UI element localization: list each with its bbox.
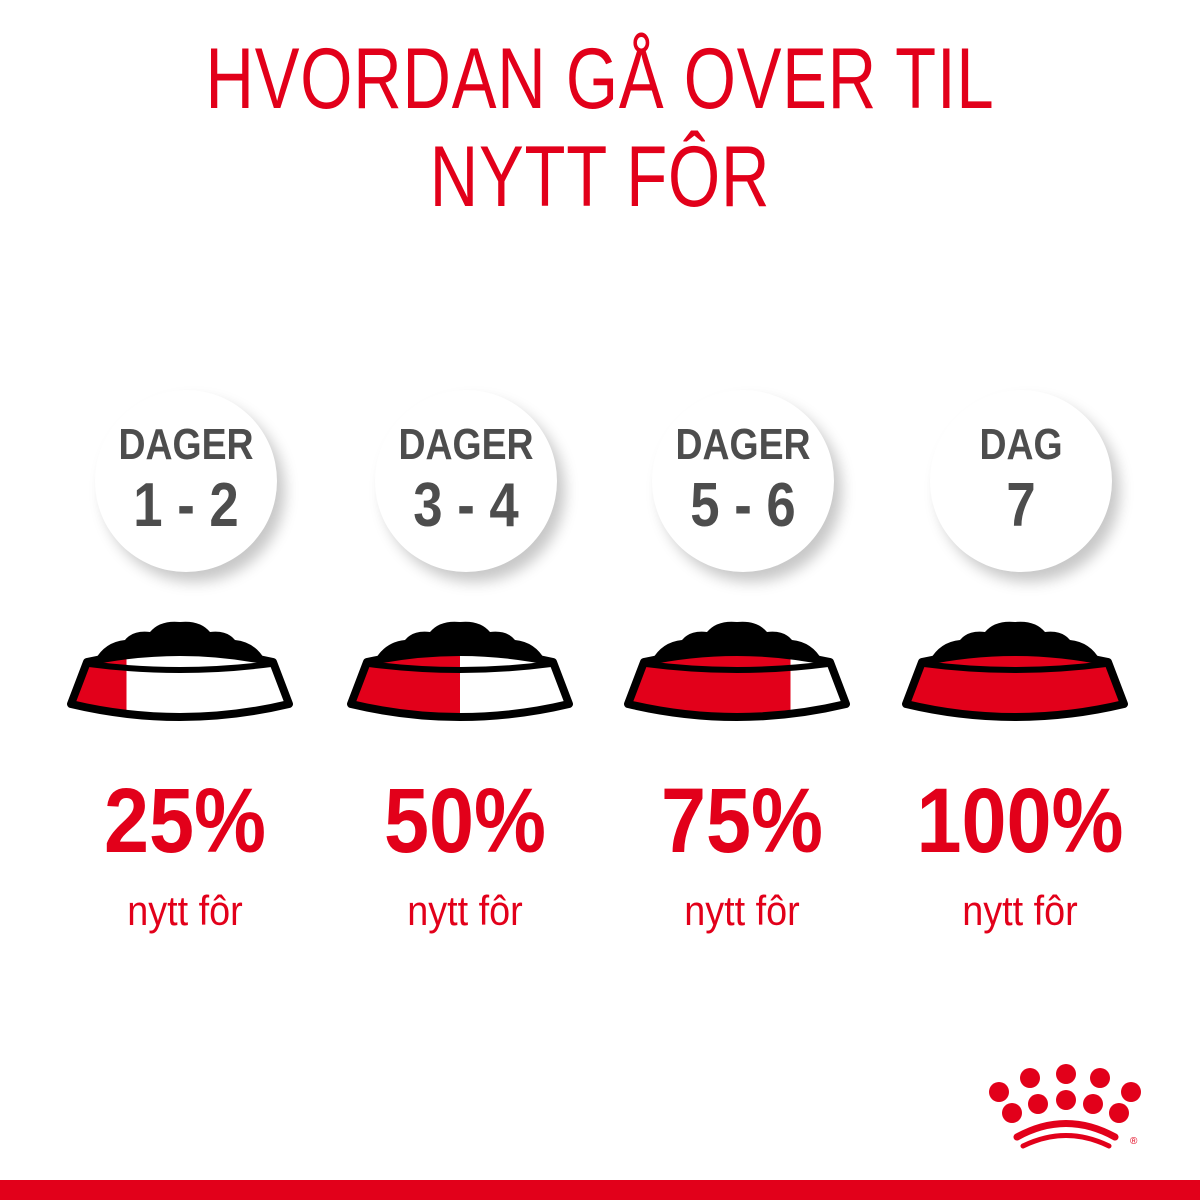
food-bowl-icon <box>624 621 850 721</box>
transition-step: DAG 7 100% nytt fôr <box>880 390 1160 950</box>
registered-mark: ® <box>1130 1136 1138 1147</box>
day-label: DAGER <box>675 420 811 469</box>
page-title-line-2: NYTT FÔR <box>429 129 771 225</box>
day-label: DAGER <box>398 420 534 469</box>
day-range: 7 <box>1006 471 1036 540</box>
day-badge: DAG 7 <box>930 390 1112 572</box>
new-food-percent: 75% <box>660 770 824 872</box>
day-label: DAGER <box>118 420 254 469</box>
new-food-caption: nytt fôr <box>127 887 243 934</box>
food-bowl-icon <box>347 621 573 721</box>
bottom-red-bar <box>0 1180 1200 1200</box>
new-food-percent: 25% <box>103 770 267 872</box>
food-bowl-icon <box>67 621 293 721</box>
transition-step: DAGER 1 - 2 25% nytt fôr <box>45 390 325 950</box>
page-title-line-1: HVORDAN GÅ OVER TIL <box>205 31 995 127</box>
new-food-percent: 100% <box>916 770 1124 872</box>
day-badge: DAGER 3 - 4 <box>375 390 557 572</box>
day-label: DAG <box>979 420 1063 469</box>
new-food-portion <box>908 652 1122 717</box>
transition-step: DAGER 5 - 6 75% nytt fôr <box>602 390 882 950</box>
day-badge: DAGER 1 - 2 <box>95 390 277 572</box>
new-food-percent: 50% <box>383 770 547 872</box>
day-range: 3 - 4 <box>413 471 519 540</box>
transition-step: DAGER 3 - 4 50% nytt fôr <box>325 390 605 950</box>
day-badge: DAGER 5 - 6 <box>652 390 834 572</box>
day-range: 5 - 6 <box>690 471 796 540</box>
new-food-caption: nytt fôr <box>407 887 523 934</box>
royal-canin-crown-logo: ® <box>989 1064 1141 1149</box>
food-bowl-icon <box>902 621 1128 721</box>
new-food-caption: nytt fôr <box>684 887 800 934</box>
day-range: 1 - 2 <box>133 471 239 540</box>
new-food-caption: nytt fôr <box>962 887 1078 934</box>
